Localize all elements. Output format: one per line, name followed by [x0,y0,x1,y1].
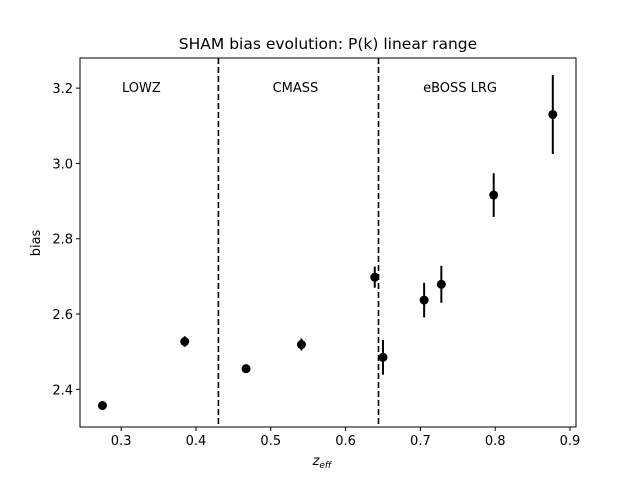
y-tick-label: 3.2 [52,82,73,97]
x-tick-label: 0.5 [260,434,281,449]
region-label: LOWZ [122,81,161,96]
region-label: CMASS [273,81,319,96]
plot-area: 0.3 0.4 0.5 0.6 0.7 0.8 0.9 2.4 2.6 2.8 3.0 3.2 LOWZ… [52,58,580,449]
data-point [489,190,499,200]
data-point [296,340,306,350]
y-tick-label: 3.0 [52,157,73,172]
x-tick-label: 0.7 [410,434,431,449]
y-axis-label: bias [29,229,44,256]
y-tick-label: 2.6 [52,308,73,323]
y-tick-label: 2.4 [52,383,73,398]
x-axis-label-subscript: eff [319,461,333,471]
x-axis-label: zeff [312,454,333,471]
x-tick-label: 0.6 [335,434,356,449]
x-tick-label: 0.3 [111,434,132,449]
region-label: eBOSS LRG [423,81,497,96]
data-point [378,352,388,362]
axes-frame [79,57,577,428]
data-point [241,364,251,374]
data-point [370,272,380,282]
x-tick-label: 0.4 [186,434,207,449]
data-point [97,401,107,411]
data-point [419,295,429,305]
chart-title: SHAM bias evolution: P(k) linear range [179,35,477,53]
x-tick-label: 0.9 [560,434,581,449]
data-point [180,337,190,347]
y-tick-label: 2.8 [52,233,73,248]
x-axis-label-main: z [312,454,321,469]
x-tick-label: 0.8 [485,434,506,449]
data-point [548,109,558,119]
data-point [436,279,446,289]
